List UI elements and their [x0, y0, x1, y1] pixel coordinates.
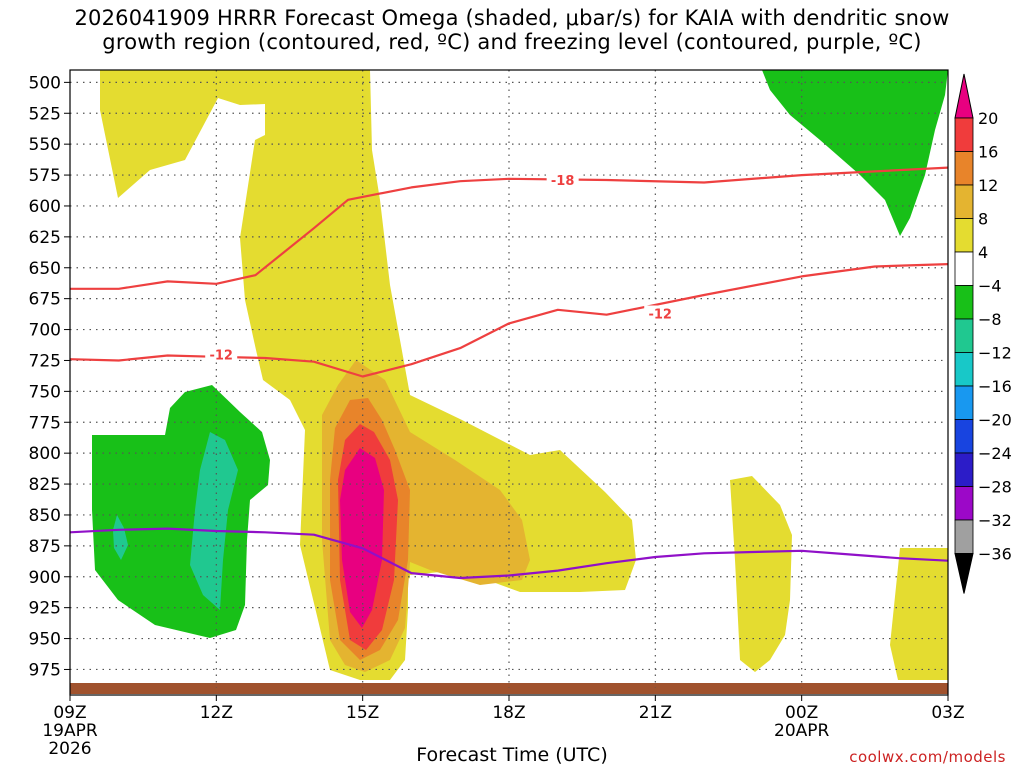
colorbar-segment [954, 184, 974, 219]
colorbar: 20 16 12 8 4 −4 −8 −12 −16 −20 −24 −28 −32 −36 [954, 73, 1012, 594]
colorbar-label: −20 [978, 411, 1012, 430]
x-tick-label: 15Z [346, 703, 379, 723]
x-tick-label: 21Z [639, 703, 672, 723]
colorbar-label: 20 [978, 109, 998, 128]
contour-label: -12 [648, 307, 672, 322]
colorbar-bottom-arrow [954, 553, 974, 594]
colorbar-label: 4 [978, 243, 988, 262]
x-tick-date-label: 19APR [42, 721, 98, 741]
chart-title: 2026041909 HRRR Forecast Omega (shaded, … [0, 6, 1024, 54]
colorbar-label: −16 [978, 377, 1012, 396]
contour-label-bg [644, 305, 677, 322]
colorbar-segment [954, 419, 974, 454]
surface-strip [70, 683, 948, 694]
x-axis-title: Forecast Time (UTC) [416, 744, 608, 766]
x-tick-label: 03Z [931, 703, 964, 723]
omega-shade-late-column [730, 476, 792, 672]
y-tick-label: 875 [29, 537, 61, 557]
contour-label-bg [546, 172, 579, 189]
x-tick-label: 12Z [200, 703, 233, 723]
colorbar-segment [954, 318, 974, 353]
y-axis: 500 525 550 575 600 625 650 675 700 725 750 775 800 8… [29, 73, 70, 680]
x-tick-date-label: 20APR [774, 721, 830, 741]
omega-shade-main-column [240, 70, 636, 680]
colorbar-segment [954, 218, 974, 253]
y-tick-label: 775 [29, 413, 61, 433]
colorbar-segment [954, 251, 974, 286]
colorbar-label: −32 [978, 511, 1012, 530]
colorbar-segment [954, 385, 974, 420]
dgz-contour-line [70, 263, 948, 378]
x-tick-label: 09Z [53, 703, 86, 723]
y-tick-label: 925 [29, 599, 61, 619]
y-tick-label: 950 [29, 630, 61, 650]
contour-label: -12 [209, 348, 233, 363]
y-tick-label: 575 [29, 166, 61, 186]
contour-labels: -18 -12 -12 [205, 172, 677, 363]
y-tick-label: 800 [29, 444, 61, 464]
y-tick-label: 700 [29, 321, 61, 341]
y-tick-label: 975 [29, 660, 61, 680]
contour-label-bg [205, 346, 238, 363]
colorbar-label: 8 [978, 210, 988, 229]
y-tick-label: 600 [29, 197, 61, 217]
title-line-2: growth region (contoured, red, ºC) and f… [102, 30, 922, 54]
dgz-contour-line [70, 166, 948, 290]
y-tick-label: 675 [29, 290, 61, 310]
colorbar-label: 16 [978, 143, 998, 162]
y-tick-label: 550 [29, 135, 61, 155]
y-tick-label: 850 [29, 506, 61, 526]
omega-shade-descent-spot [113, 515, 128, 560]
omega-shade-over-20 [340, 448, 384, 628]
grid [70, 70, 948, 688]
colorbar-segment [954, 285, 974, 320]
y-tick-label: 750 [29, 382, 61, 402]
y-tick-label: 900 [29, 568, 61, 588]
colorbar-segment [954, 151, 974, 186]
y-tick-label: 650 [29, 259, 61, 279]
colorbar-label: −24 [978, 444, 1012, 463]
title-line-1: 2026041909 HRRR Forecast Omega (shaded, … [74, 6, 950, 30]
omega-shade-descent-left [92, 385, 270, 638]
colorbar-label: −28 [978, 478, 1012, 497]
colorbar-segment [954, 452, 974, 487]
colorbar-segment [954, 117, 974, 152]
y-tick-label: 625 [29, 228, 61, 248]
contour-lines [70, 166, 948, 580]
y-tick-label: 525 [29, 104, 61, 124]
omega-shade-upper-left [100, 70, 265, 198]
freezing-level-line [70, 527, 948, 580]
omega-gap [408, 578, 424, 652]
x-tick-label: 00Z [785, 703, 818, 723]
omega-shade-descent-core [190, 432, 238, 610]
colorbar-label: −36 [978, 545, 1012, 564]
colorbar-label: −4 [978, 277, 1002, 296]
colorbar-segment [954, 486, 974, 521]
omega-shade-descent-upper-right [762, 70, 948, 236]
omega-shade-right-edge [890, 548, 948, 680]
credit-text: coolwx.com/models [849, 748, 1006, 766]
colorbar-label: −12 [978, 344, 1012, 363]
contour-label: -18 [551, 174, 575, 189]
colorbar-label: −8 [978, 310, 1002, 329]
x-tick-year-label: 2026 [48, 739, 91, 759]
omega-shading [92, 70, 948, 680]
colorbar-label: 12 [978, 176, 998, 195]
colorbar-segment [954, 519, 974, 554]
y-tick-label: 725 [29, 351, 61, 371]
colorbar-segment [954, 352, 974, 387]
y-tick-label: 825 [29, 475, 61, 495]
colorbar-top-arrow [954, 73, 974, 119]
y-tick-label: 500 [29, 73, 61, 93]
x-tick-label: 18Z [492, 703, 525, 723]
